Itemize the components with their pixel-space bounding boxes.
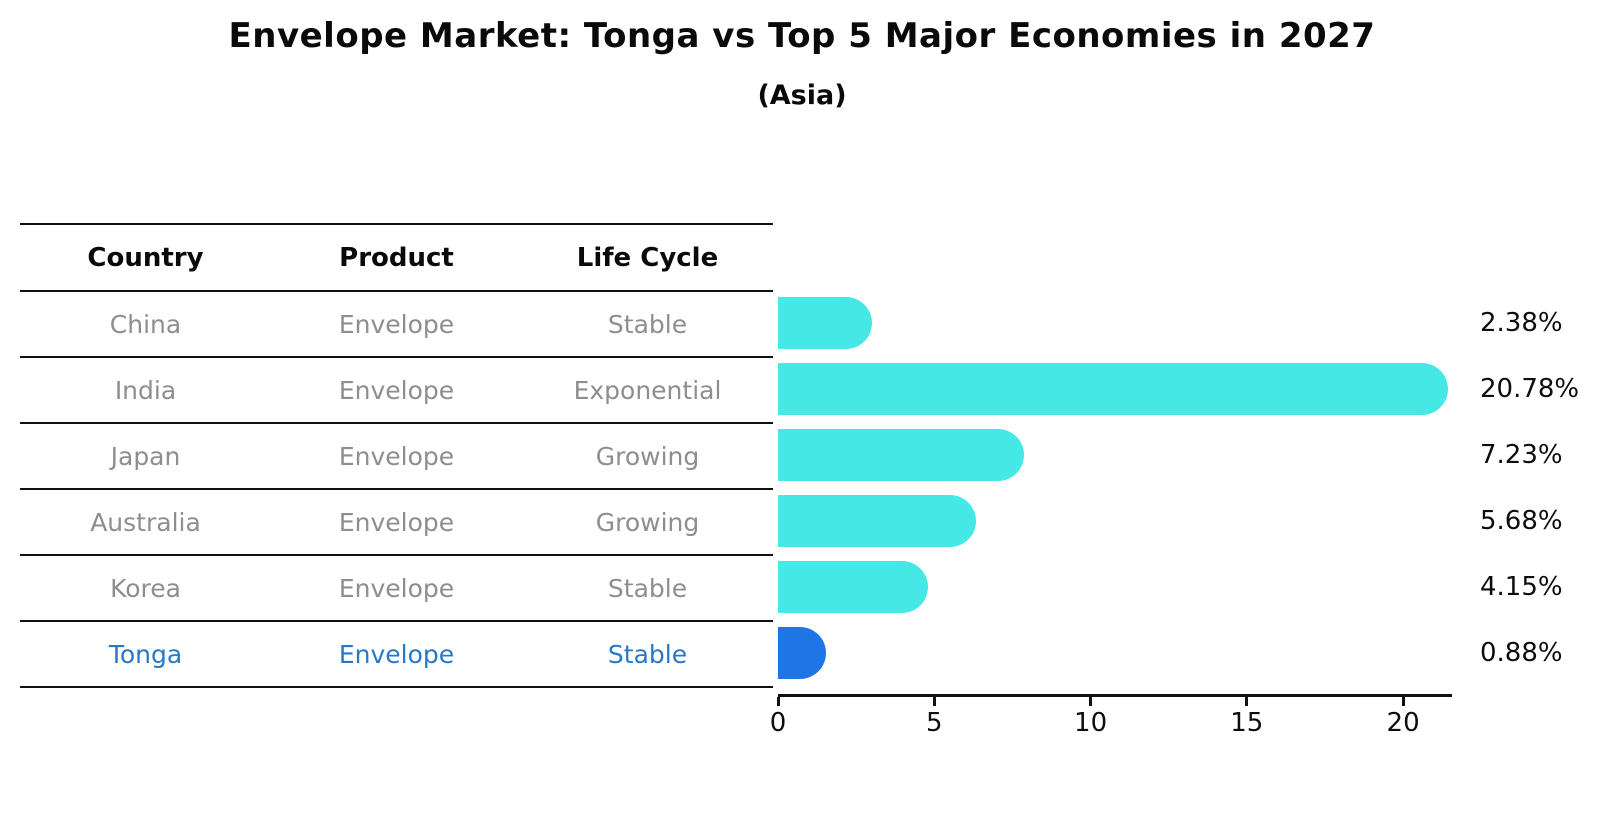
bar-row: 7.23% xyxy=(778,422,1604,488)
table-cell-life-cycle: Growing xyxy=(595,441,700,471)
table-cell-product: Envelope xyxy=(338,507,455,537)
bar xyxy=(778,495,976,547)
bar xyxy=(778,363,1448,415)
x-axis-line xyxy=(778,694,1452,697)
table-cell-product: Envelope xyxy=(338,309,455,339)
table-cell-life-cycle: Growing xyxy=(595,507,700,537)
bar xyxy=(778,561,928,613)
chart-title: Envelope Market: Tonga vs Top 5 Major Ec… xyxy=(228,16,1376,56)
table-cell-life-cycle: Stable xyxy=(607,309,688,339)
table-header-cell: Product xyxy=(339,242,454,273)
table-cell-life-cycle: Stable xyxy=(607,573,688,603)
table-row: Japan Envelope Growing xyxy=(20,424,773,490)
table-cell-country: Australia xyxy=(90,507,201,537)
bar-value-label: 0.88% xyxy=(1480,638,1563,668)
table-cell-country: India xyxy=(114,375,177,405)
x-tick xyxy=(1401,697,1405,706)
bar-value-label: 20.78% xyxy=(1480,374,1580,404)
bar-value-label: 7.23% xyxy=(1480,440,1563,470)
table-body: China Envelope Stable India Envelope Exponent… xyxy=(20,292,773,688)
x-tick xyxy=(1089,697,1093,706)
x-tick xyxy=(932,697,936,706)
table-cell-product: Envelope xyxy=(338,375,455,405)
bar-value-label: 2.38% xyxy=(1480,308,1563,338)
x-tick-label: 15 xyxy=(1230,708,1264,738)
country-table: Country Product Life Cycle China Envelope St… xyxy=(20,223,773,688)
table-header-cell: Life Cycle xyxy=(576,242,719,273)
bar xyxy=(778,429,1024,481)
bar-value-label: 5.68% xyxy=(1480,506,1563,536)
table-cell-country: Tonga xyxy=(108,639,183,669)
table-header-row: Country Product Life Cycle xyxy=(20,225,773,292)
table-cell-product: Envelope xyxy=(338,573,455,603)
bar-row: 2.38% xyxy=(778,290,1604,356)
chart-subtitle: (Asia) xyxy=(757,80,847,111)
x-tick-label: 10 xyxy=(1074,708,1108,738)
table-cell-product: Envelope xyxy=(338,441,455,471)
table-header-cell: Country xyxy=(87,242,204,273)
x-tick-label: 5 xyxy=(926,708,943,738)
x-axis: 0 5 10 15 20 xyxy=(770,694,1518,764)
x-tick xyxy=(1245,697,1249,706)
table-row: India Envelope Exponential xyxy=(20,358,773,424)
table-cell-country: Japan xyxy=(110,441,181,471)
bar-plot-area: 2.38% 20.78% 7.23% 5.68% 4.15% 0.88% xyxy=(778,290,1604,687)
x-tick-label: 0 xyxy=(769,708,787,738)
x-tick xyxy=(776,697,780,706)
table-row: Korea Envelope Stable xyxy=(20,556,773,622)
table-row: China Envelope Stable xyxy=(20,292,773,358)
table-cell-life-cycle: Stable xyxy=(607,639,688,669)
table-row: Tonga Envelope Stable xyxy=(20,622,773,688)
bar-row: 0.88% xyxy=(778,620,1604,686)
table-cell-life-cycle: Exponential xyxy=(573,375,722,405)
bar-row: 20.78% xyxy=(778,356,1604,422)
x-tick-label: 20 xyxy=(1386,708,1420,738)
table-cell-country: China xyxy=(109,309,182,339)
bar-row: 4.15% xyxy=(778,554,1604,620)
table-cell-product: Envelope xyxy=(338,639,455,669)
bar-row: 5.68% xyxy=(778,488,1604,554)
table-row: Australia Envelope Growing xyxy=(20,490,773,556)
bar-value-label: 4.15% xyxy=(1480,572,1563,602)
bar xyxy=(778,297,873,349)
table-cell-country: Korea xyxy=(110,573,181,603)
bar xyxy=(778,627,826,679)
